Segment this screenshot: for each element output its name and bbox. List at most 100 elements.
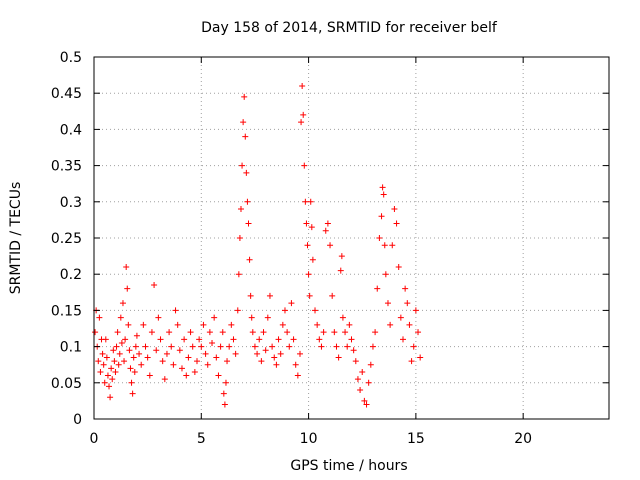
data-point-marker (316, 336, 323, 343)
data-point-marker (235, 271, 242, 278)
data-point-marker (126, 347, 133, 354)
data-point-marker (338, 253, 345, 260)
data-point-marker (273, 361, 280, 368)
data-point-marker (300, 111, 307, 118)
data-point-marker (222, 379, 229, 386)
data-point-marker (196, 336, 203, 343)
data-point-marker (397, 314, 404, 321)
data-point-marker (400, 336, 406, 343)
data-point-marker (249, 329, 256, 336)
data-point-marker (133, 332, 140, 339)
data-point-marker (329, 292, 336, 299)
data-point-marker (302, 198, 309, 205)
data-point-marker (286, 343, 293, 350)
data-point-marker (211, 314, 218, 321)
chart-title: Day 158 of 2014, SRMTID for receiver bel… (201, 20, 498, 36)
data-point-marker (271, 354, 278, 361)
data-point-marker (297, 350, 303, 357)
data-point-marker (95, 358, 102, 365)
data-point-marker (187, 329, 194, 336)
data-point-marker (363, 401, 370, 408)
data-point-marker (198, 343, 205, 350)
data-point-marker (130, 354, 137, 361)
data-point-marker (404, 300, 411, 307)
data-point-marker (369, 343, 376, 350)
data-point-marker (111, 358, 118, 365)
data-point-marker (234, 307, 241, 314)
data-point-marker (206, 329, 213, 336)
data-point-marker (301, 162, 308, 169)
data-point-marker (101, 379, 108, 386)
data-point-marker (348, 336, 355, 343)
data-point-marker (202, 350, 209, 357)
data-point-marker (304, 242, 311, 249)
y-tick-labels: 0 0.05 0.1 0.15 0.2 0.25 0.3 0.35 0.4 0.45 0.5 (51, 50, 82, 428)
data-point-marker (327, 242, 334, 249)
data-point-marker (183, 372, 190, 379)
data-point-marker (118, 339, 125, 346)
data-point-marker (109, 376, 116, 383)
data-point-marker (176, 347, 183, 354)
data-point-marker (200, 321, 207, 328)
data-point-marker (157, 336, 164, 343)
x-tick-label: 10 (300, 431, 318, 447)
data-point-marker (142, 343, 149, 350)
data-point-marker (331, 329, 338, 336)
data-point-marker (308, 224, 315, 231)
data-point-marker (114, 329, 121, 336)
data-point-marker (339, 314, 346, 321)
data-point-marker (115, 361, 122, 368)
data-point-marker (128, 379, 135, 386)
y-tick-label: 0.35 (51, 159, 82, 175)
data-point-marker (104, 372, 111, 379)
data-point-marker (415, 329, 422, 336)
data-point-marker (344, 343, 351, 350)
data-point-marker (320, 329, 327, 336)
data-point-marker (387, 321, 394, 328)
data-point-marker (357, 387, 364, 394)
data-point-marker (258, 358, 265, 365)
x-tick-label: 5 (197, 431, 206, 447)
data-point-marker (132, 343, 139, 350)
data-point-marker (136, 350, 143, 357)
data-point-marker (129, 390, 136, 397)
data-point-marker (269, 343, 276, 350)
y-tick-label: 0 (73, 412, 82, 428)
y-tick-label: 0.4 (60, 122, 82, 138)
data-point-marker (146, 372, 153, 379)
data-point-marker (279, 321, 286, 328)
y-tick-label: 0.15 (51, 303, 82, 319)
data-point-marker (181, 336, 188, 343)
data-point-marker (417, 354, 424, 361)
data-point-marker (243, 169, 250, 176)
data-point-marker (337, 267, 344, 274)
data-point-marker (254, 350, 261, 357)
data-point-marker (240, 119, 247, 126)
data-point-marker (306, 292, 313, 299)
data-point-marker (333, 343, 340, 350)
data-point-marker (260, 329, 267, 336)
data-point-marker (153, 347, 160, 354)
data-point-marker (284, 329, 291, 336)
data-point-marker (378, 213, 385, 220)
data-point-marker (350, 347, 357, 354)
data-point-marker (119, 300, 126, 307)
data-point-marker (144, 354, 151, 361)
data-point-marker (379, 184, 386, 191)
data-point-marker (365, 379, 372, 386)
data-point-marker (174, 321, 181, 328)
data-point-marker (367, 361, 374, 368)
data-point-marker (262, 347, 269, 354)
data-point-marker (248, 314, 255, 321)
data-point-marker (107, 394, 114, 401)
data-point-marker (239, 162, 246, 169)
data-point-marker (412, 307, 419, 314)
grid (94, 57, 609, 419)
data-points (92, 82, 424, 408)
data-point-marker (324, 220, 331, 227)
data-point-marker (236, 235, 243, 241)
y-tick-label: 0.5 (60, 50, 82, 66)
data-point-marker (117, 314, 124, 321)
data-point-marker (123, 263, 130, 270)
